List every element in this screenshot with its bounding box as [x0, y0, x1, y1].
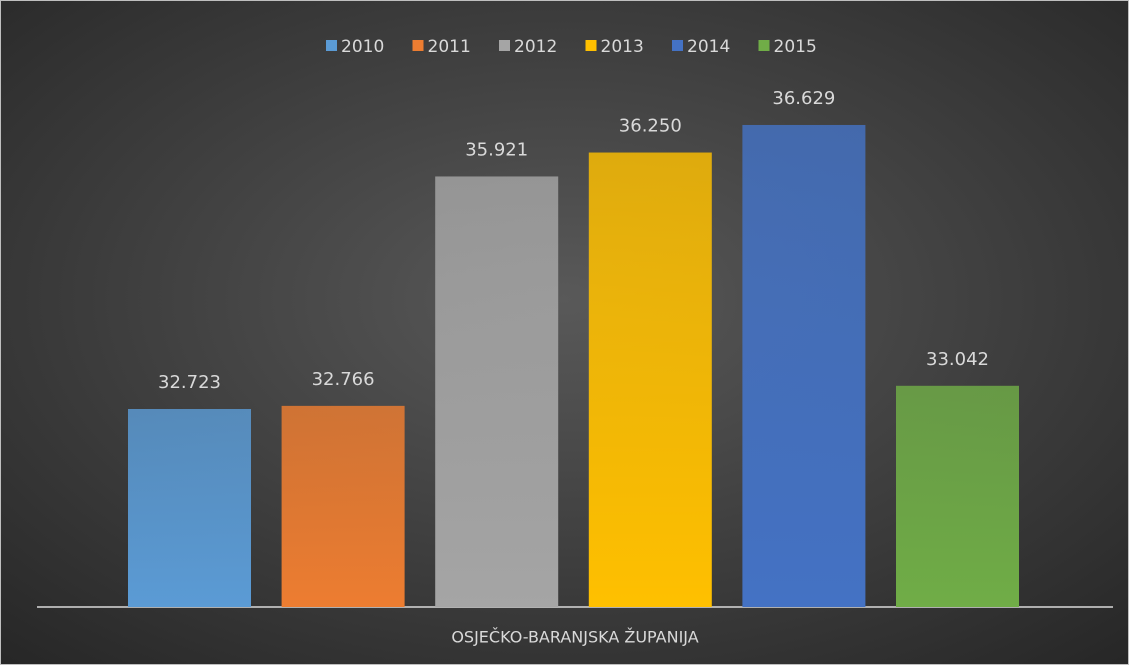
- legend-swatch: [585, 40, 597, 51]
- bar: [588, 152, 712, 608]
- bar: [128, 408, 251, 607]
- legend-label: 2010: [341, 37, 384, 57]
- legend-label: 2013: [601, 37, 644, 57]
- data-label: 35.921: [465, 139, 528, 160]
- legend-label: 2015: [774, 37, 817, 57]
- bar: [742, 124, 866, 608]
- legend-swatch: [758, 40, 770, 51]
- legend-swatch: [672, 40, 683, 51]
- bar: [896, 385, 1019, 607]
- data-label: 32.723: [158, 372, 221, 393]
- data-label: 32.766: [312, 369, 375, 390]
- legend-swatch: [326, 40, 337, 51]
- bar: [281, 405, 405, 607]
- legend-swatch: [499, 40, 510, 51]
- legend-label: 2011: [428, 37, 471, 57]
- bar: [435, 176, 559, 607]
- x-tick-label: OSJEČKO-BARANJSKA ŽUPANIJA: [451, 628, 698, 647]
- legend-label: 2012: [514, 37, 557, 57]
- legend-label: 2014: [687, 37, 730, 57]
- legend-swatch: [412, 40, 424, 51]
- data-label: 36.629: [772, 88, 835, 109]
- data-label: 36.250: [619, 116, 682, 137]
- data-label: 33.042: [926, 349, 989, 370]
